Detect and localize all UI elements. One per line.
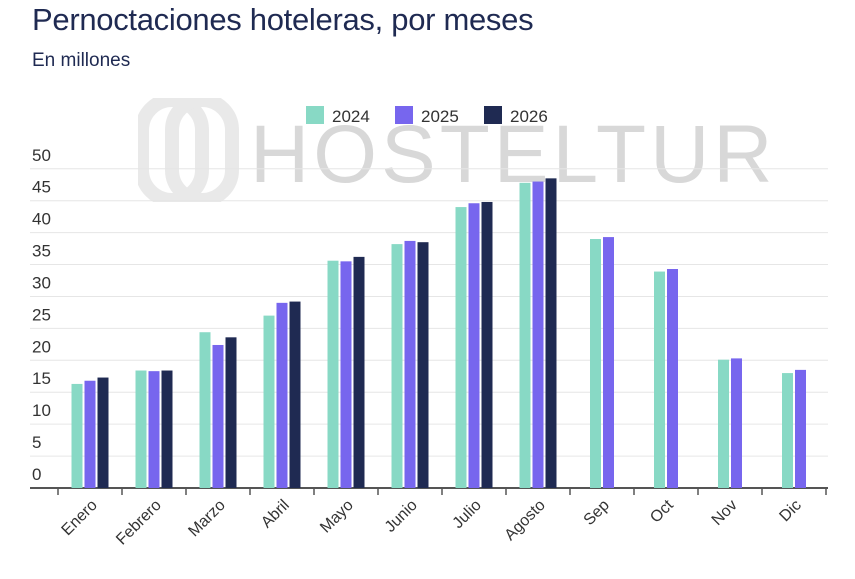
- y-tick-label: 30: [32, 273, 51, 292]
- bar-2024-dic: [782, 373, 793, 488]
- bar-2025-mayo: [340, 261, 352, 488]
- bar-2025-julio: [468, 203, 480, 488]
- bar-2026-febrero: [161, 370, 173, 488]
- bar-2025-sep: [603, 237, 614, 488]
- bar-2025-agosto: [532, 181, 544, 489]
- bar-2025-dic: [795, 369, 806, 488]
- legend-swatch-2026: [484, 106, 502, 124]
- bar-2024-nov: [718, 359, 729, 488]
- y-tick-label: 25: [32, 305, 51, 324]
- y-tick-label: 0: [32, 465, 41, 484]
- y-tick-label: 20: [32, 337, 51, 356]
- y-tick-label: 40: [32, 210, 51, 229]
- legend-swatch-2024: [306, 106, 324, 124]
- bar-2024-abril: [263, 315, 275, 488]
- bar-2025-abril: [276, 302, 288, 488]
- legend-label-2024: 2024: [332, 107, 370, 126]
- bar-2025-nov: [731, 358, 742, 488]
- bar-2025-febrero: [148, 371, 160, 488]
- chart-subtitle: En millones: [32, 50, 131, 71]
- x-tick-label: Sep: [581, 497, 613, 529]
- bar-2024-enero: [71, 383, 83, 488]
- bar-2024-sep: [590, 239, 601, 488]
- x-tick-label: Oct: [647, 496, 677, 526]
- bar-2025-junio: [404, 240, 416, 488]
- bar-2026-marzo: [225, 337, 237, 488]
- x-tick-label: Marzo: [185, 497, 229, 541]
- bar-2026-agosto: [545, 178, 557, 488]
- y-tick-label: 35: [32, 242, 51, 261]
- bar-2024-marzo: [199, 332, 211, 488]
- x-tick-label: Julio: [450, 497, 485, 532]
- bar-2024-junio: [391, 244, 403, 488]
- y-tick-label: 15: [32, 369, 51, 388]
- bar-2024-mayo: [327, 260, 339, 488]
- y-tick-label: 50: [32, 146, 51, 165]
- bar-2026-enero: [97, 377, 109, 488]
- bar-2024-febrero: [135, 370, 147, 488]
- bar-2024-oct: [654, 271, 665, 488]
- bar-2025-enero: [84, 380, 96, 488]
- x-tick-label: Nov: [709, 497, 741, 529]
- x-tick-label: Enero: [59, 497, 101, 539]
- bar-2026-junio: [417, 242, 429, 488]
- bar-2026-julio: [481, 201, 493, 488]
- bar-2024-julio: [455, 207, 467, 489]
- bar-2024-agosto: [519, 182, 531, 489]
- y-tick-label: 5: [32, 433, 41, 452]
- legend-label-2026: 2026: [510, 107, 548, 126]
- bar-2026-mayo: [353, 256, 365, 488]
- x-tick-label: Mayo: [317, 497, 357, 537]
- bar-2025-marzo: [212, 344, 224, 488]
- chart-title: Pernoctaciones hoteleras, por meses: [32, 2, 534, 37]
- y-tick-label: 10: [32, 401, 51, 420]
- y-tick-label: 45: [32, 178, 51, 197]
- x-tick-label: Abril: [258, 497, 293, 532]
- watermark-text: HOSTELTUR: [250, 109, 777, 200]
- watermark-logo: [138, 98, 239, 202]
- legend-label-2025: 2025: [421, 107, 459, 126]
- x-tick-label: Junio: [382, 497, 421, 536]
- x-tick-label: Dic: [776, 497, 804, 525]
- bar-2026-abril: [289, 301, 301, 488]
- bar-2025-oct: [667, 269, 678, 488]
- x-tick-label: Febrero: [113, 497, 165, 549]
- x-tick-label: Agosto: [502, 497, 549, 544]
- legend-swatch-2025: [395, 106, 413, 124]
